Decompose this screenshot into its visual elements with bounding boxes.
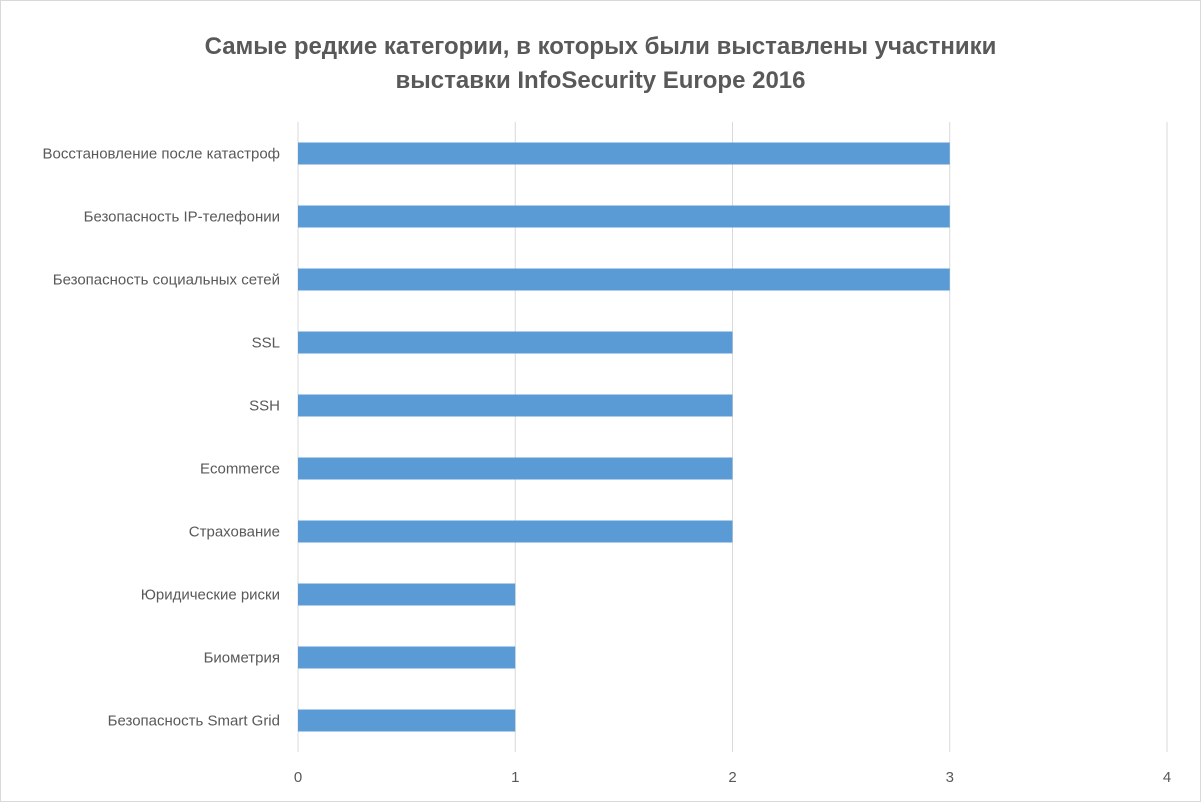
bars	[298, 142, 950, 732]
chart-title-line-1: Самые редкие категории, в которых были в…	[204, 33, 997, 60]
bar-0	[298, 142, 950, 165]
x-tick-label-0: 0	[294, 769, 302, 786]
category-label-3: SSL	[252, 335, 280, 352]
tick-labels: 0 1 2 3 4	[294, 769, 1171, 786]
chart-title: Самые редкие категории, в которых были в…	[0, 30, 1201, 98]
x-tick-label-3: 3	[946, 769, 954, 786]
category-label-1: Безопасность IP-телефонии	[84, 209, 280, 226]
bar-4	[298, 394, 733, 417]
category-label-6: Страхование	[189, 524, 280, 541]
category-label-5: Ecommerce	[200, 461, 280, 478]
bar-2	[298, 268, 950, 291]
bar-3	[298, 331, 733, 354]
x-tick-label-1: 1	[511, 769, 519, 786]
bar-9	[298, 709, 516, 732]
bar-8	[298, 646, 516, 669]
bar-7	[298, 583, 516, 606]
bar-5	[298, 457, 733, 480]
x-tick-label-4: 4	[1163, 769, 1171, 786]
chart-title-line-2: выставки InfoSecurity Europe 2016	[395, 67, 806, 94]
category-label-9: Безопасность Smart Grid	[108, 713, 280, 730]
bar-6	[298, 520, 733, 543]
x-tick-label-2: 2	[728, 769, 736, 786]
category-label-4: SSH	[249, 398, 280, 415]
bar-1	[298, 205, 950, 228]
category-label-8: Биометрия	[204, 650, 280, 667]
category-labels: Восстановление после катастроф Безопаснос…	[43, 146, 280, 730]
category-label-0: Восстановление после катастроф	[43, 146, 280, 163]
category-label-7: Юридические риски	[141, 587, 280, 604]
category-label-2: Безопасность социальных сетей	[53, 272, 280, 289]
